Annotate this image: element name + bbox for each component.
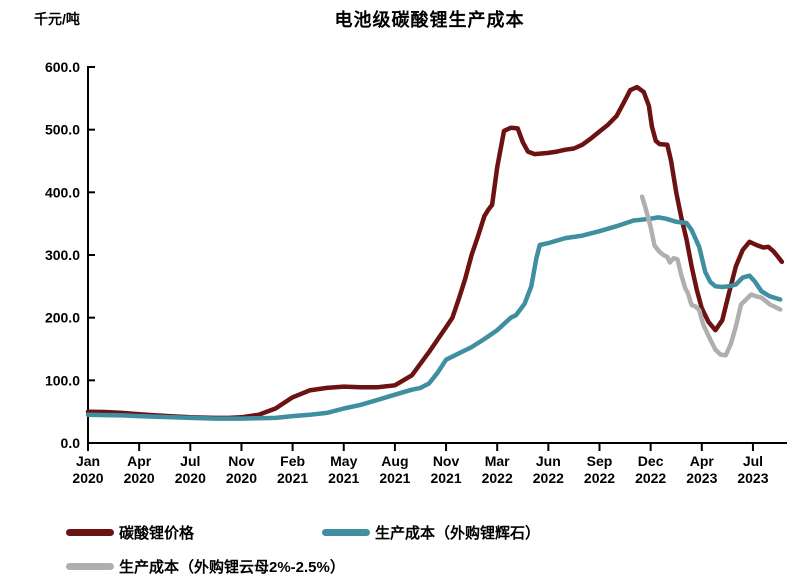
line-chart-plot: 0.0 100.0 200.0 300.0 400.0 500.0 600.0 Jan 2020… — [45, 59, 787, 486]
y-tick-label: 500.0 — [45, 122, 80, 138]
x-tick-label: Jul 2020 — [175, 453, 206, 486]
series-line-2 — [639, 194, 783, 358]
legend-swatch-lepidolite-cost — [66, 562, 114, 570]
series-line-1 — [85, 215, 783, 421]
x-tick-label: Sep 2022 — [584, 453, 615, 486]
x-tick-label: Nov 2020 — [226, 453, 257, 486]
legend-item-lepidolite-cost: 生产成本（外购锂云母2%-2.5%） — [66, 558, 345, 576]
x-tick-label: Jan 2020 — [72, 453, 103, 486]
legend-swatch-price — [66, 528, 114, 536]
legend-label-spodumene-cost: 生产成本（外购锂辉石） — [375, 524, 541, 542]
x-tick-label: Nov 2021 — [430, 453, 461, 486]
y-tick-label: 600.0 — [45, 59, 80, 75]
x-tick-label: Apr 2023 — [686, 453, 717, 486]
y-axis-unit-label: 千元/吨 — [34, 11, 80, 27]
y-tick-label: 200.0 — [45, 310, 80, 326]
x-tick-label: Apr 2020 — [124, 453, 155, 486]
x-tick-label: Feb 2021 — [277, 453, 308, 486]
legend-item-spodumene-cost: 生产成本（外购锂辉石） — [322, 524, 541, 542]
axis-line — [87, 66, 787, 444]
y-tick-label: 300.0 — [45, 247, 80, 263]
legend-item-price: 碳酸锂价格 — [66, 524, 195, 542]
x-tick-label: Dec 2022 — [635, 453, 666, 486]
y-tick-label: 0.0 — [61, 435, 81, 451]
y-tick-label: 100.0 — [45, 372, 80, 388]
x-tick-label: Mar 2022 — [482, 453, 513, 486]
legend-swatch-spodumene-cost — [322, 528, 370, 536]
x-tick-label: Jul 2023 — [737, 453, 768, 486]
legend-label-lepidolite-cost: 生产成本（外购锂云母2%-2.5%） — [119, 558, 345, 576]
y-tick-label: 400.0 — [45, 184, 80, 200]
x-tick-label: May 2021 — [328, 453, 359, 486]
series-line-0 — [85, 84, 785, 421]
legend-label-price: 碳酸锂价格 — [119, 524, 195, 542]
x-tick-label: Aug 2021 — [379, 453, 410, 486]
x-tick-label: Jun 2022 — [533, 453, 564, 486]
chart-title: 电池级碳酸锂生产成本 — [334, 10, 525, 30]
